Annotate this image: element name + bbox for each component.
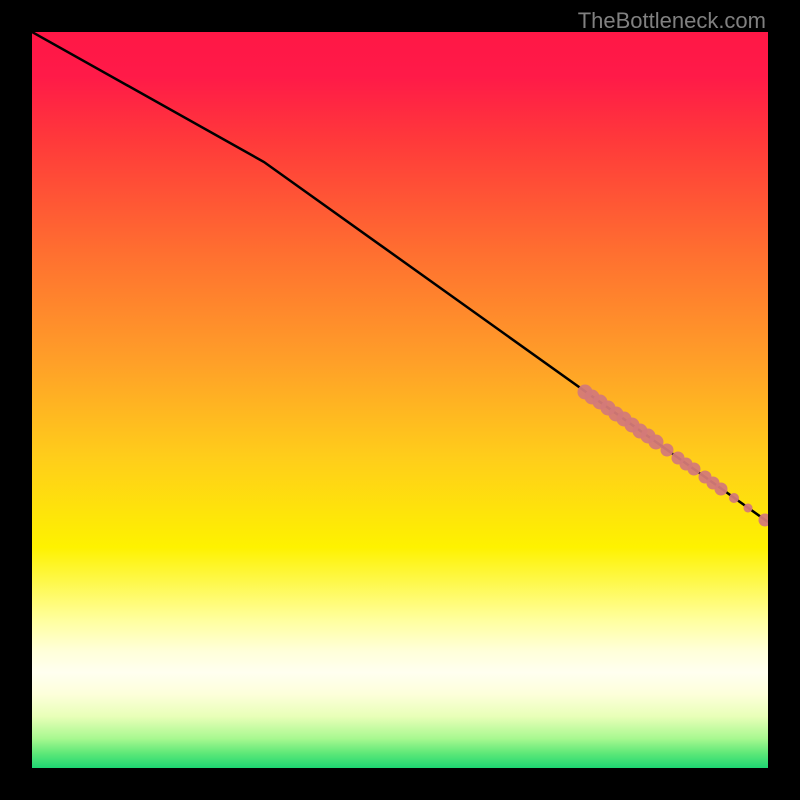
chart-markers <box>578 385 769 527</box>
chart-line-overlay <box>32 32 768 768</box>
chart-marker <box>715 483 728 496</box>
chart-marker <box>744 504 753 513</box>
chart-container <box>32 32 768 768</box>
watermark-text: TheBottleneck.com <box>578 8 766 34</box>
chart-marker <box>688 463 701 476</box>
chart-marker <box>729 493 739 503</box>
chart-marker <box>661 444 674 457</box>
